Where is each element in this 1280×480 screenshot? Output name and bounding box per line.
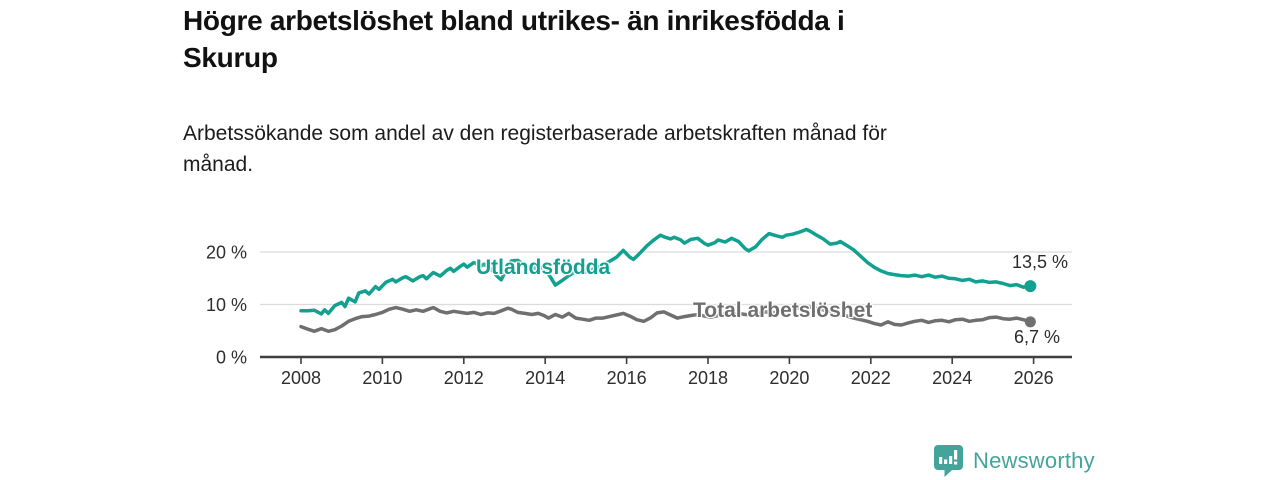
x-tick-label: 2016: [607, 368, 647, 388]
y-tick-label: 0 %: [216, 348, 247, 368]
x-tick-label: 2020: [769, 368, 809, 388]
chart-subtitle: Arbetssökande som andel av den registerb…: [183, 118, 1063, 180]
y-tick-label: 20 %: [206, 243, 247, 263]
x-tick-label: 2014: [525, 368, 565, 388]
chart-title-line2: Skurup: [183, 42, 278, 73]
chart-title: Högre arbetslöshet bland utrikes- än inr…: [183, 2, 1063, 76]
series-label-total-arbetsloshet: Total arbetslöshet: [693, 299, 873, 322]
chart-subtitle-line1: Arbetssökande som andel av den registerb…: [183, 122, 887, 145]
newsworthy-wordmark: Newsworthy: [973, 448, 1095, 473]
chart-title-line1: Högre arbetslöshet bland utrikes- än inr…: [183, 5, 845, 36]
x-tick-label: 2022: [851, 368, 891, 388]
series-label-utlandsfodda: Utlandsfödda: [476, 256, 611, 279]
newsworthy-logo-icon: [934, 445, 963, 477]
series-line-total-arbetsl-shet: [299, 304, 1033, 334]
end-value-label-total-arbetsloshet: 6,7 %: [1013, 327, 1060, 347]
x-tick-label: 2008: [281, 368, 321, 388]
x-tick-label: 2026: [1014, 368, 1054, 388]
y-tick-label: 10 %: [206, 295, 247, 315]
series-end-dot-utlandsf-dda: [1024, 280, 1037, 293]
x-tick-label: 2012: [444, 368, 484, 388]
x-tick-label: 2010: [362, 368, 402, 388]
chart-subtitle-line2: månad.: [183, 153, 254, 176]
x-tick-label: 2018: [688, 368, 728, 388]
newsworthy-branding[interactable]: Newsworthy: [933, 444, 1095, 478]
x-tick-label: 2024: [932, 368, 972, 388]
series-end-dot-total-arbetsl-shet: [1024, 316, 1036, 328]
series-line-utlandsf-dda: [299, 227, 1033, 316]
end-value-label-utlandsfodda: 13,5 %: [1011, 252, 1068, 272]
